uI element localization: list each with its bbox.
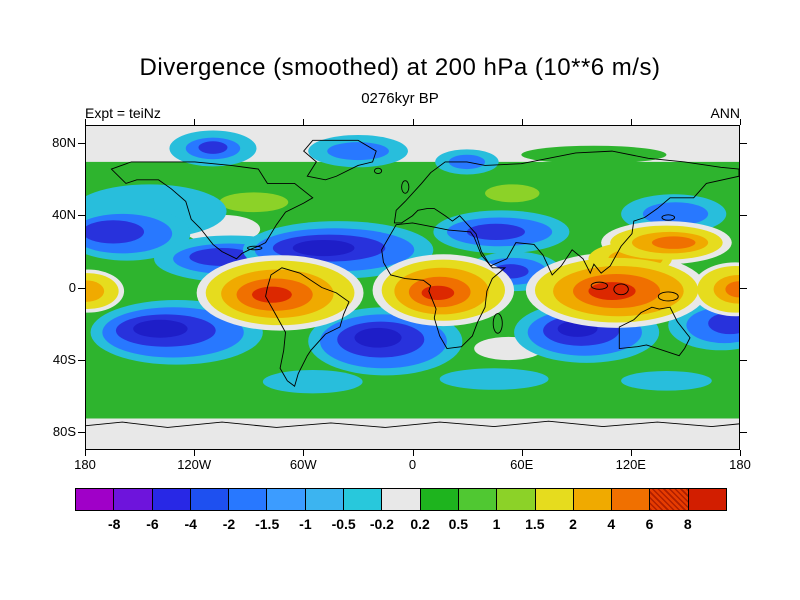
colorbar-segment-14 — [611, 489, 650, 510]
lon-tick-mark — [630, 450, 632, 456]
lon-tick-mark — [303, 450, 305, 456]
lon-tick-label: 60W — [289, 457, 317, 472]
colorbar-segment-7 — [343, 489, 382, 510]
colorbar-segment-2 — [151, 489, 190, 510]
lat-tick-label: 40S — [52, 351, 76, 367]
colorbar-segment-1 — [113, 489, 152, 510]
colorbar-level-label: -4 — [184, 516, 197, 532]
lon-tick-mark — [85, 119, 86, 125]
colorbar-level-label: 1.5 — [525, 516, 545, 532]
season-label: ANN — [710, 105, 740, 121]
lon-tick-mark — [303, 119, 305, 125]
lon-tick-label: 180 — [74, 457, 96, 472]
colorbar-segment-15 — [649, 489, 688, 510]
lon-tick-mark — [521, 119, 523, 125]
colorbar-level-label: -1.5 — [255, 516, 280, 532]
colorbar-level-label: 2 — [569, 516, 577, 532]
colorbar-level-label: -0.5 — [331, 516, 356, 532]
colorbar-segment-0 — [76, 489, 114, 510]
lat-tick-mark — [78, 215, 85, 217]
lat-tick-mark — [740, 359, 747, 361]
colorbar — [75, 488, 727, 511]
lat-tick-mark — [740, 215, 747, 217]
colorbar-segment-8 — [381, 489, 420, 510]
colorbar-level-label: 0.2 — [410, 516, 430, 532]
lon-tick-label: 120E — [615, 457, 646, 472]
colorbar-segment-9 — [419, 489, 458, 510]
colorbar-level-label: 4 — [607, 516, 616, 532]
lat-tick-mark — [78, 287, 85, 289]
colorbar-level-label: -2 — [222, 516, 236, 532]
lon-tick-mark — [412, 450, 414, 456]
colorbar-level-label: -0.2 — [369, 516, 394, 532]
colorbar-segment-3 — [189, 489, 229, 510]
lat-tick-mark — [740, 431, 747, 433]
colorbar-level-label: -8 — [108, 516, 121, 532]
lon-tick-label: 0 — [408, 457, 417, 472]
colorbar-level-label: -1 — [299, 516, 312, 532]
colorbar-segment-16 — [687, 489, 727, 510]
lon-tick-mark — [630, 119, 632, 125]
colorbar-labels: -8 -6 -4 -2 -1.5 -1 -0.5 -0.2 0.2 0.5 1 1.5 2 4 6 8 — [75, 516, 727, 534]
coastline-layer — [86, 139, 739, 428]
lat-tick-mark — [78, 143, 85, 145]
lat-tick-mark — [78, 431, 85, 433]
colorbar-segment-6 — [304, 489, 344, 510]
map-plot — [86, 126, 739, 449]
plot-title: Divergence (smoothed) at 200 hPa (10**6 … — [139, 54, 661, 81]
lat-tick-label: 80S — [52, 423, 76, 439]
lon-tick-label: 180 — [729, 457, 751, 472]
colorbar-segment-11 — [496, 489, 535, 510]
lon-tick-mark — [740, 450, 741, 456]
colorbar-segment-13 — [572, 489, 612, 510]
lon-tick-mark — [194, 450, 196, 456]
lat-tick-label: 40N — [52, 207, 76, 223]
experiment-label: Expt = teiNz — [85, 105, 161, 121]
lon-tick-label: 120W — [177, 457, 212, 472]
lat-tick-mark — [740, 143, 747, 145]
lon-tick-mark — [412, 119, 414, 125]
colorbar-level-label: 6 — [645, 516, 654, 532]
plot-subtitle: 0276kyr BP — [361, 90, 439, 107]
colorbar-segment-12 — [534, 489, 573, 510]
colorbar-segment-4 — [228, 489, 267, 510]
lat-tick-label: 0 — [68, 279, 76, 295]
colorbar-segment-10 — [457, 489, 497, 510]
colorbar-level-label: -6 — [146, 516, 159, 532]
lat-tick-label: 80N — [52, 135, 76, 151]
colorbar-level-label: 8 — [683, 516, 692, 532]
lon-tick-label: 60E — [510, 457, 534, 472]
lon-tick-mark — [194, 119, 196, 125]
lat-tick-mark — [78, 359, 85, 361]
lon-tick-mark — [521, 450, 523, 456]
lon-tick-mark — [740, 119, 741, 125]
lon-tick-mark — [85, 450, 86, 456]
map-frame — [85, 125, 740, 450]
colorbar-segment-5 — [266, 489, 305, 510]
lat-tick-mark — [740, 287, 747, 289]
colorbar-level-label: 0.5 — [448, 516, 469, 532]
contour-fill-layer — [86, 126, 739, 449]
colorbar-level-label: 1 — [492, 516, 501, 532]
